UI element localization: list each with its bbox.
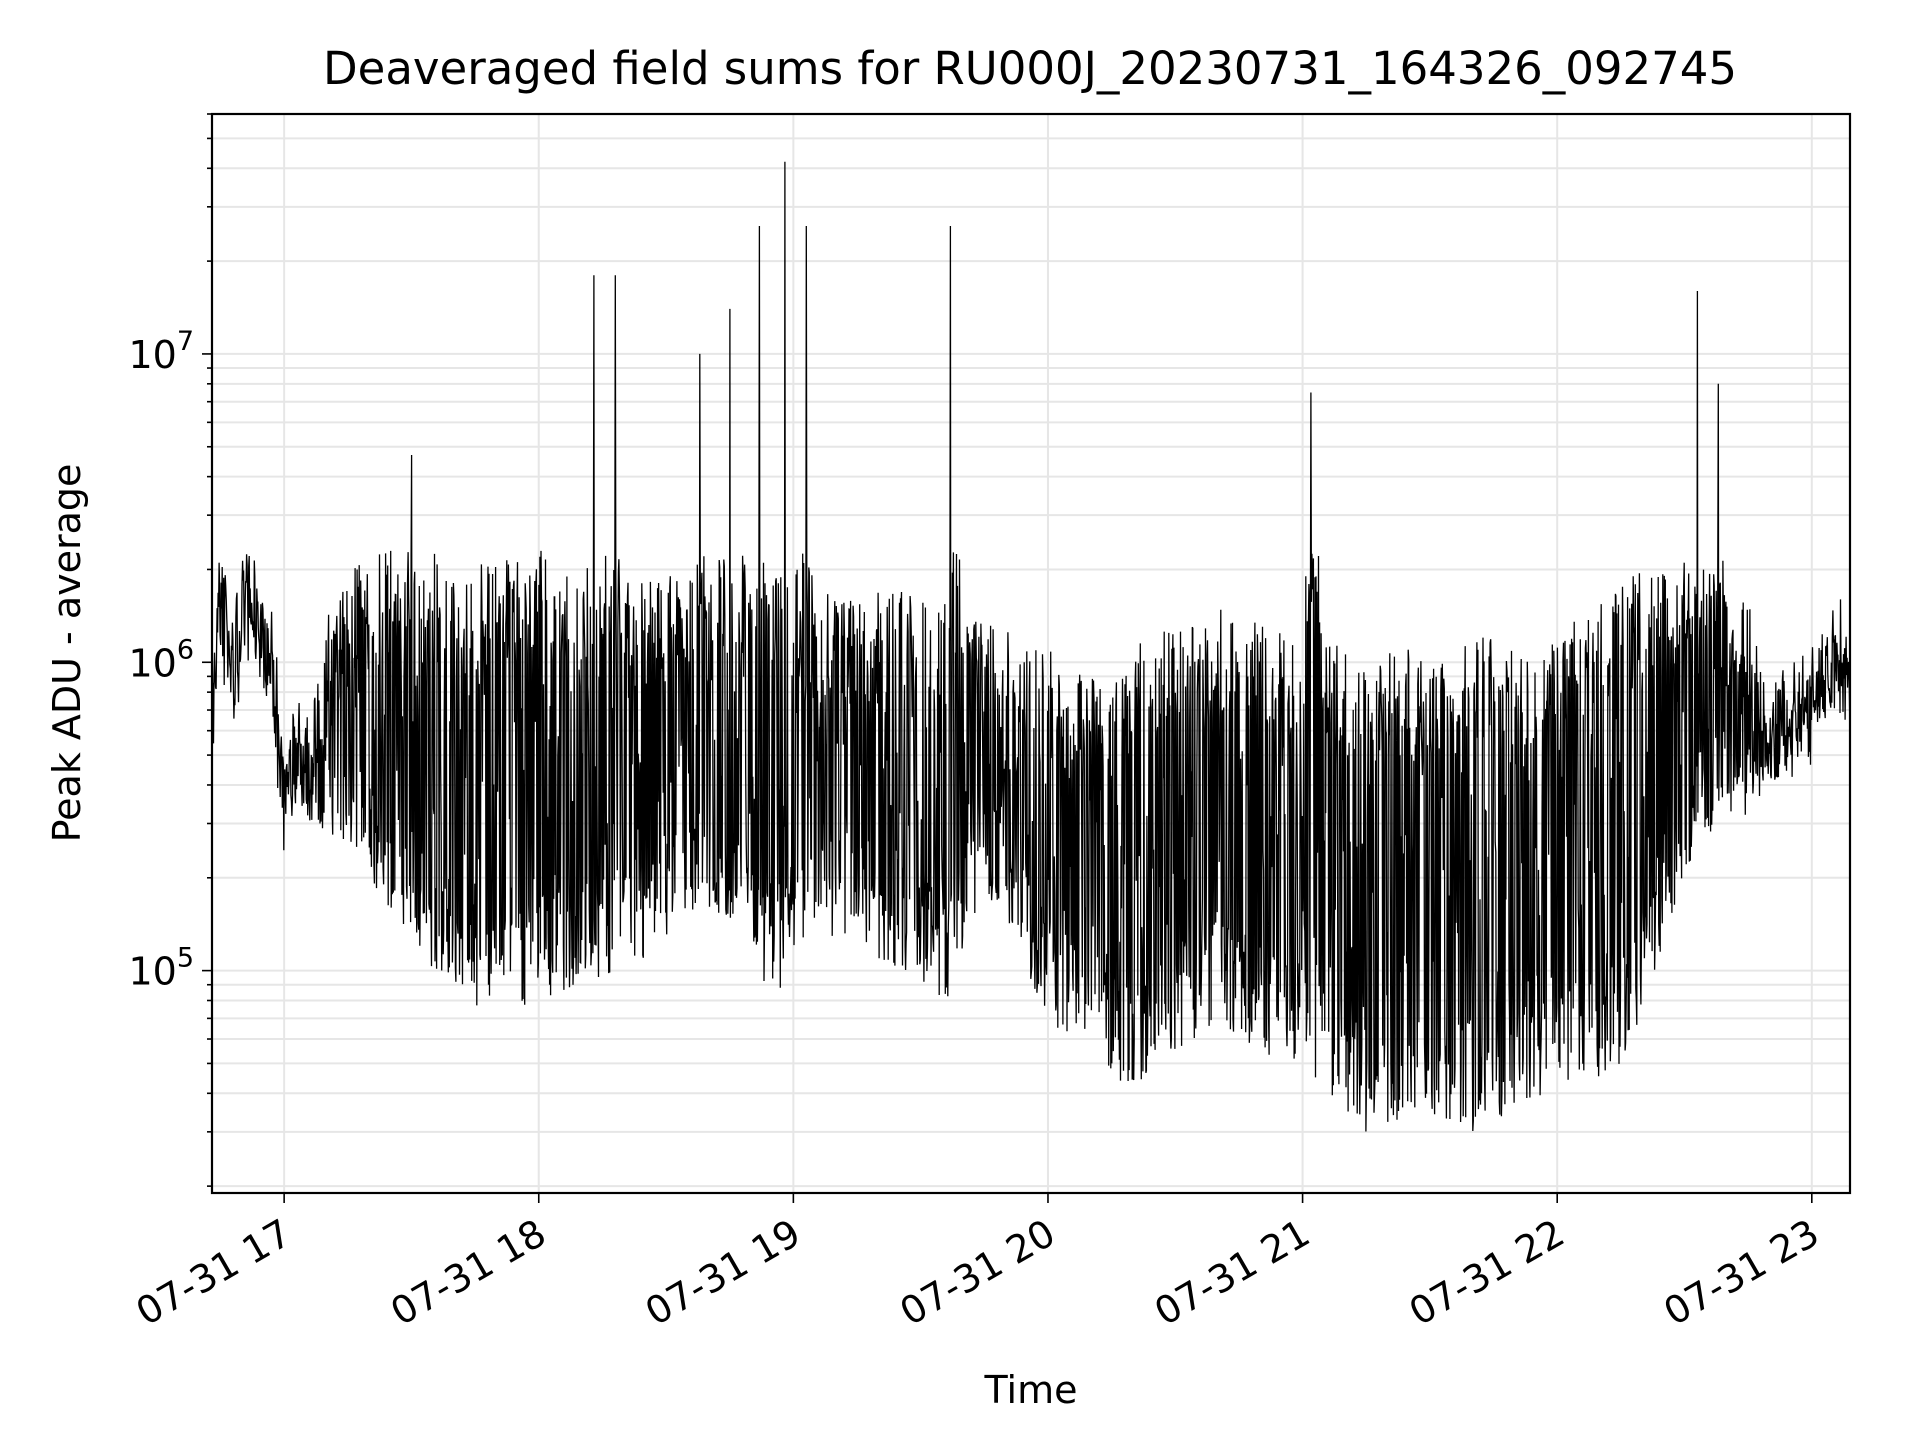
y-tick-label: 106 [128, 634, 194, 685]
x-axis-label: Time [984, 1368, 1078, 1412]
y-tick-label: 105 [128, 943, 194, 994]
plot-frame [210, 112, 1852, 1195]
y-axis-label: Peak ADU - average [45, 464, 89, 843]
series-group [211, 161, 1851, 1132]
chart-title: Deaveraged field sums for RU000J_2023073… [323, 42, 1737, 95]
series-line [211, 161, 1851, 1132]
grid [212, 113, 1850, 1193]
y-tick-label: 107 [128, 326, 194, 377]
